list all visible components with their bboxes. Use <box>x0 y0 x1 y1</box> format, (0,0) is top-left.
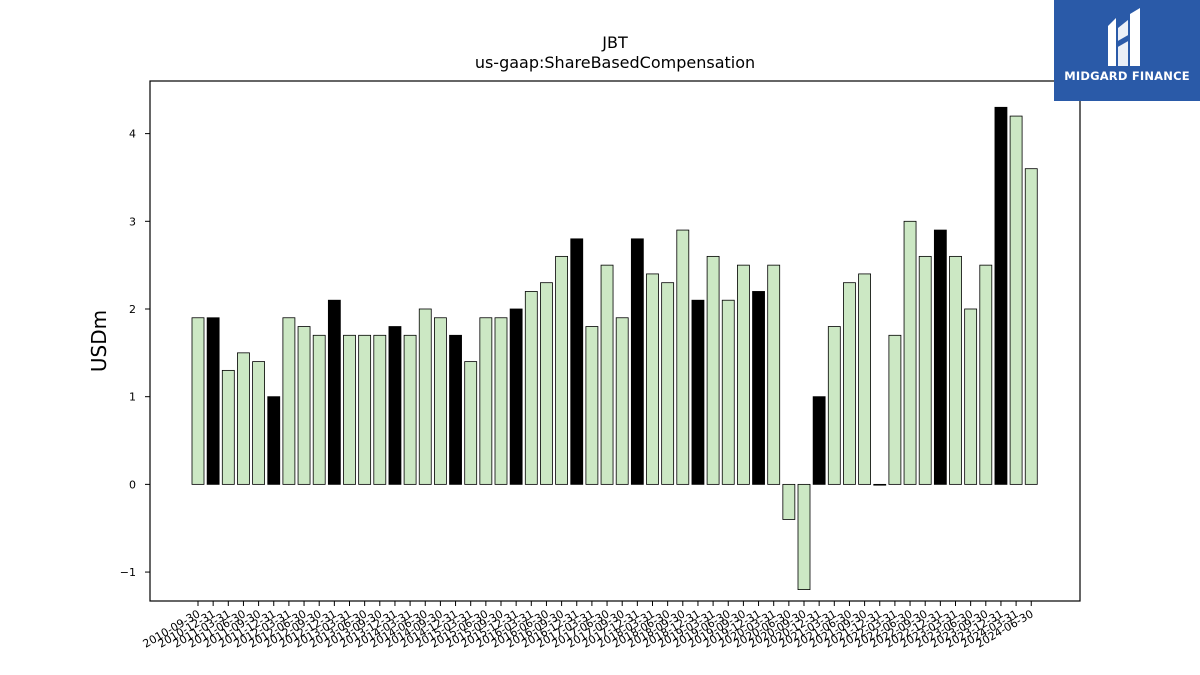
bar-2022-06-30 <box>903 220 917 485</box>
bar-2023-09-30 <box>979 264 993 485</box>
bar-2012-06-30 <box>297 326 311 485</box>
bar-2024-03-31 <box>1009 115 1023 485</box>
y-ticks: −1 0 1 2 3 4 <box>120 128 150 579</box>
y-axis-label: USDm <box>87 310 111 372</box>
bar-2017-09-30 <box>615 317 629 485</box>
bar-2018-03-31 <box>646 273 659 485</box>
bar-2023-06-30 <box>964 308 978 485</box>
bar-2017-06-30 <box>600 264 614 485</box>
bar-2021-09-30 <box>858 273 871 485</box>
bar-2019-12-31 <box>752 291 765 485</box>
bar-2012-09-30 <box>312 334 326 485</box>
y-tick-label: 4 <box>129 128 136 141</box>
bar-2014-12-31 <box>449 334 462 485</box>
bar-2022-12-31 <box>933 229 947 485</box>
bar-2018-09-30 <box>676 229 690 485</box>
bar-2013-03-31 <box>343 334 356 485</box>
bar-2022-03-31 <box>888 334 902 485</box>
bar-2018-06-30 <box>661 282 675 485</box>
bar-2021-06-30 <box>843 282 856 485</box>
bar-2016-06-30 <box>540 282 553 485</box>
bar-2011-06-30 <box>237 352 250 485</box>
logo-text: MIDGARD FINANCE <box>1064 69 1190 83</box>
bar-2017-12-31 <box>630 238 644 485</box>
bar-2013-09-30 <box>373 334 387 485</box>
chart-title: JBT <box>601 33 628 52</box>
bar-2022-09-30 <box>918 255 932 485</box>
y-tick-label: 3 <box>129 215 136 228</box>
bar-2013-06-30 <box>358 334 372 485</box>
plot-frame <box>149 80 1081 602</box>
y-tick-label: −1 <box>120 566 136 579</box>
bar-2019-03-31 <box>706 255 720 485</box>
bar-2014-03-31 <box>403 334 417 485</box>
bar-2012-03-31 <box>282 317 296 485</box>
bar-2011-03-31 <box>221 369 235 485</box>
bar-2023-12-31 <box>994 106 1008 485</box>
bar-2016-12-31 <box>570 238 584 485</box>
bar-2011-09-30 <box>252 361 266 485</box>
bar-2014-06-30 <box>418 308 432 485</box>
bar-2015-09-30 <box>494 317 508 485</box>
bar-2016-09-30 <box>555 255 568 485</box>
x-ticks: 2010-09-302010-12-312011-03-312011-06-30… <box>141 601 1036 651</box>
bar-2014-09-30 <box>433 317 447 485</box>
bar-2020-06-30 <box>782 483 796 520</box>
bar-2015-12-31 <box>509 308 523 485</box>
bar-2023-03-31 <box>949 255 962 485</box>
logo-mark-icon <box>1108 8 1140 66</box>
bar-2011-12-31 <box>267 396 281 485</box>
bar-2015-06-30 <box>479 317 493 485</box>
bar-2010-09-30 <box>191 317 205 485</box>
bar-2017-03-31 <box>585 326 599 485</box>
chart-subtitle: us-gaap:ShareBasedCompensation <box>475 53 755 72</box>
bar-2021-12-31 <box>873 483 887 486</box>
bar-2021-03-31 <box>827 326 841 485</box>
bar-2024-06-30 <box>1024 168 1038 485</box>
bar-2020-09-30 <box>797 483 811 590</box>
bar-2019-09-30 <box>737 264 750 485</box>
bar-2015-03-31 <box>464 361 478 485</box>
bar-2013-12-31 <box>388 326 402 485</box>
bar-2016-03-31 <box>524 291 538 485</box>
bar-2020-12-31 <box>812 396 826 485</box>
bar-2020-03-31 <box>767 264 781 485</box>
y-tick-label: 1 <box>129 391 136 404</box>
y-tick-label: 2 <box>129 303 136 316</box>
y-tick-label: 0 <box>129 478 136 491</box>
bar-2010-12-31 <box>206 317 220 485</box>
bar-2018-12-31 <box>691 299 705 485</box>
bars-group <box>191 106 1038 590</box>
bar-2019-06-30 <box>721 299 735 485</box>
brand-logo: MIDGARD FINANCE <box>1054 0 1200 101</box>
bar-2012-12-31 <box>327 299 341 485</box>
